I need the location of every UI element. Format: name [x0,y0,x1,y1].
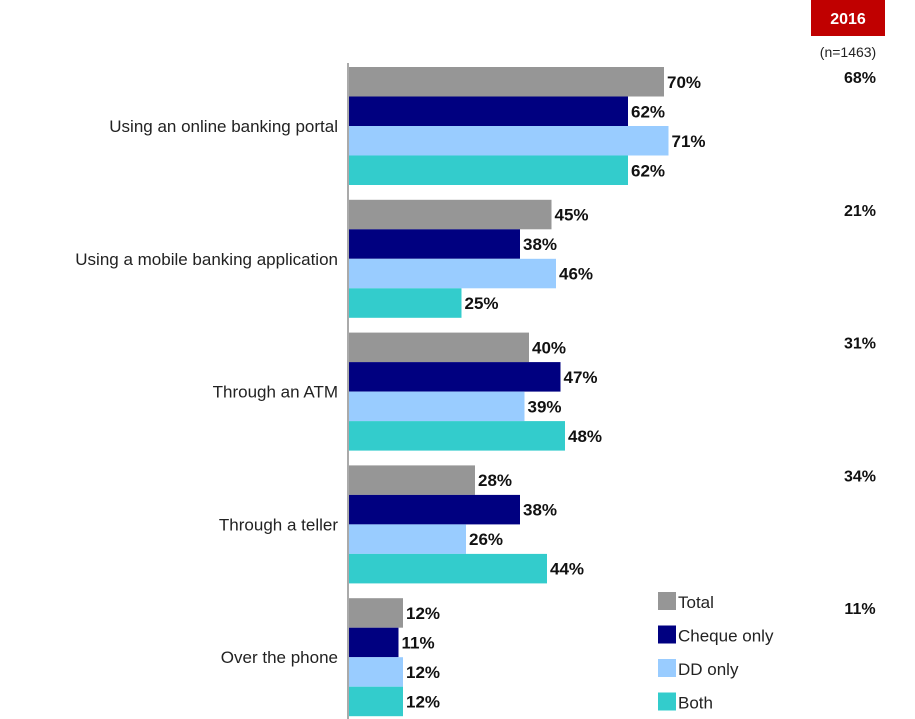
bar-dd-only [349,259,556,289]
bar-value-label: 71% [672,132,706,151]
category-label: Over the phone [221,648,338,667]
bar-cheque-only [349,97,628,127]
comparison-value: 31% [844,336,876,353]
category-label: Through an ATM [213,383,338,402]
category-group-using-an-online-banking-portal: Using an online banking portal70%62%71%6… [109,67,705,185]
bar-value-label: 39% [528,397,562,416]
bar-value-label: 12% [406,604,440,623]
comparison-values: 68% 21% 31% 34% 11% [844,70,876,618]
category-label: Through a teller [219,515,338,534]
legend-label: Both [678,694,713,713]
category-group-through-an-atm: Through an ATM 40% 47%39% 48% [213,333,602,451]
bar-value-label: 40% [532,338,566,357]
bar-cheque-only [349,229,520,258]
legend-label: Cheque only [678,627,774,646]
bar-value-label: 25% [465,294,499,313]
comparison-value: 68% [844,70,876,87]
bar-area: Using an online banking portal70%62%71%6… [75,67,705,716]
bar-both [349,421,565,451]
comparison-header: 2016 (n=1463) [811,0,885,60]
category-group-using-a-mobile-banking-application: Using a mobile banking application 45% 38%… [75,200,593,318]
legend-swatch [658,693,676,711]
bar-value-label: 62% [631,102,665,121]
bar-value-label: 47% [564,368,598,387]
bar-value-label: 62% [631,161,665,180]
legend-item-dd-only: DD only [658,659,739,679]
legend-item-both: Both [658,693,713,713]
comparison-value: 34% [844,468,876,485]
bar-value-label: 46% [559,265,593,284]
bar-both [349,288,462,318]
category-label: Using a mobile banking application [75,250,338,269]
legend-swatch [658,626,676,644]
bar-dd-only [349,392,525,422]
bar-total [349,67,664,97]
legend-item-total: Total [658,592,714,612]
bar-value-label: 38% [523,501,557,520]
category-group-through-a-teller: Through a teller 28% 38% 26% 44% [219,465,584,583]
bar-cheque-only [349,628,399,658]
category-group-over-the-phone: Over the phone 12% 11% 12% 12% [221,598,440,716]
comparison-value: 11% [844,601,875,618]
bar-both [349,156,628,186]
bar-value-label: 12% [406,692,440,711]
bar-value-label: 12% [406,663,440,682]
bar-total [349,465,475,495]
bar-dd-only [349,126,669,156]
bar-total [349,200,552,230]
bar-both [349,687,403,717]
bar-cheque-only [349,362,561,392]
comparison-year: 2016 [830,11,866,28]
bar-dd-only [349,657,403,687]
comparison-value: 21% [844,203,876,220]
legend-swatch [658,592,676,610]
legend-label: Total [678,593,714,612]
legend-swatch [658,659,676,677]
bar-dd-only [349,524,466,554]
bar-value-label: 38% [523,235,557,254]
legend: Total Cheque only DD only Both [658,592,774,713]
legend-item-cheque-only: Cheque only [658,626,774,646]
bar-value-label: 70% [667,73,701,92]
bar-value-label: 45% [555,206,589,225]
bar-value-label: 26% [469,530,503,549]
bar-both [349,554,547,584]
comparison-sample-size: (n=1463) [820,44,876,60]
category-label: Using an online banking portal [109,117,338,136]
bar-total [349,333,529,363]
bar-total [349,598,403,628]
legend-label: DD only [678,660,739,679]
bar-value-label: 28% [478,471,512,490]
bar-cheque-only [349,495,520,525]
bar-value-label: 44% [550,560,584,579]
bar-value-label: 48% [568,427,602,446]
bar-value-label: 11% [402,633,435,652]
